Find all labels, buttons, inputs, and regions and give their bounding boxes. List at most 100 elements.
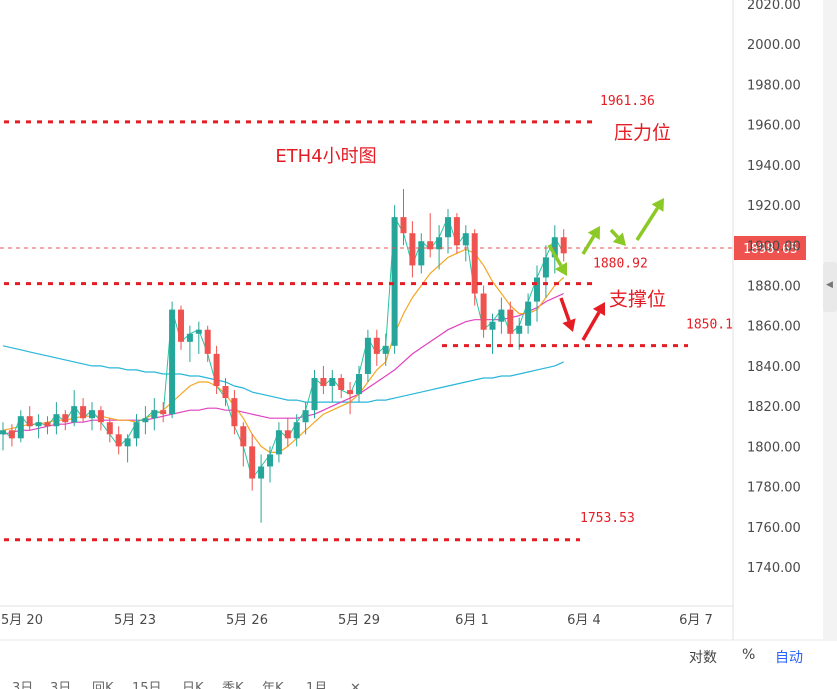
candle-body: [44, 422, 51, 427]
candle-body: [445, 217, 451, 238]
arrow-shaft: [581, 235, 596, 255]
price-tick-label: 1940.00: [747, 159, 801, 174]
price-tick-label: 2020.00: [747, 0, 801, 13]
arrow-shaft: [547, 244, 563, 267]
arrow-up-green-1: [581, 226, 600, 255]
arrow-up-red: [581, 302, 606, 341]
candle-body: [542, 257, 549, 278]
time-tick-label: 6月 4: [567, 613, 601, 628]
candle-body: [284, 430, 291, 439]
support2-value-label: 1850.1: [686, 318, 733, 333]
candle-body: [213, 353, 220, 387]
price-tick-label: 1840.00: [747, 360, 801, 375]
ma-fast-line: [2, 215, 565, 480]
resistance-value-label: 1961.36: [600, 94, 655, 109]
candle-body: [8, 430, 15, 439]
interval-tab[interactable]: 回K: [92, 681, 114, 689]
price-tick-label: 1860.00: [747, 320, 801, 335]
chevron-left-icon: ◀: [826, 280, 833, 290]
candle-body: [195, 329, 202, 334]
percent-scale-button[interactable]: %: [742, 647, 756, 663]
current-price-label: 1898.65: [743, 242, 798, 257]
arrow-down-red: [559, 297, 576, 332]
price-tick-label: 1740.00: [747, 561, 801, 576]
candle-body: [471, 233, 478, 294]
interval-tab[interactable]: 季K: [222, 681, 244, 689]
candle-body: [204, 329, 211, 354]
time-tick-label: 5月 26: [226, 613, 268, 628]
candle-body: [53, 414, 60, 427]
candle-body: [258, 466, 265, 479]
price-tick-label: 1900.00: [747, 239, 801, 254]
arrow-up-green-2: [635, 198, 664, 241]
interval-tab[interactable]: 15日: [132, 681, 162, 689]
candle-body: [391, 217, 398, 346]
arrow-down-green-2: [609, 228, 626, 246]
price-tick-label: 1780.00: [747, 481, 801, 496]
candle-body: [311, 377, 318, 411]
arrow-shaft: [609, 228, 620, 239]
candle-body: [462, 233, 469, 246]
candle-body: [329, 377, 336, 387]
candle-body: [62, 414, 69, 423]
candle-body: [409, 233, 416, 266]
candle-body: [115, 434, 122, 447]
candle-body: [453, 217, 460, 246]
candle-body: [151, 410, 158, 419]
time-tick-label: 5月 23: [114, 613, 156, 628]
arrow-head: [562, 318, 576, 332]
arrow-down-green-1: [547, 244, 568, 276]
candlesticks: [0, 188, 567, 523]
time-tick-label: 5月 29: [338, 613, 380, 628]
low-value-label: 1753.53: [580, 511, 635, 526]
candle-body: [489, 321, 496, 330]
candle-body: [507, 309, 514, 334]
candle-body: [80, 406, 87, 419]
interval-tab[interactable]: 1月: [306, 681, 328, 689]
price-tick-label: 2000.00: [747, 38, 801, 53]
candle-body: [26, 416, 33, 427]
interval-tab[interactable]: 3日: [12, 681, 34, 689]
arrow-head: [587, 226, 600, 240]
candle-body: [275, 430, 282, 455]
candle-body: [240, 426, 247, 447]
candle-body: [124, 438, 131, 447]
time-axis[interactable]: 5月 20 5月 23 5月 26 5月 29 6月 1 6月 4 6月 7: [1, 613, 713, 628]
arrow-head: [592, 302, 606, 316]
interval-tab[interactable]: 年K: [262, 681, 284, 689]
candle-body: [525, 301, 532, 326]
chart-toolbar: 对数 % 自动: [0, 640, 837, 689]
candle-body: [249, 446, 256, 479]
price-tick-label: 1820.00: [747, 400, 801, 415]
price-axis[interactable]: 2020.00 2000.00 1980.00 1960.00 1940.00 1920.…: [747, 0, 801, 576]
arrow-shaft: [559, 297, 571, 322]
candle-body: [97, 410, 104, 423]
current-price-badge: [734, 236, 806, 261]
price-tick-label: 1760.00: [747, 521, 801, 536]
support-value-label: 1880.92: [593, 257, 648, 272]
arrow-shaft: [635, 207, 659, 241]
candle-body: [267, 454, 273, 467]
candle-body: [89, 410, 95, 419]
axis-scroll-handle[interactable]: ◀: [823, 262, 837, 312]
interval-tab[interactable]: 3日: [50, 681, 72, 689]
candle-body: [142, 418, 149, 423]
close-icon[interactable]: ✕: [350, 681, 361, 689]
moving-averages: [2, 215, 565, 480]
interval-tab[interactable]: 日K: [182, 681, 204, 689]
ma-pink-line: [2, 292, 564, 435]
candle-body: [160, 410, 167, 415]
log-scale-button[interactable]: 对数: [689, 650, 717, 666]
annotations: 1898.65 1961.36 压力位 1880.92 支撑位 1850.1 1753.53…: [0, 94, 806, 542]
price-tick-label: 1960.00: [747, 119, 801, 134]
candle-body: [338, 377, 345, 391]
arrow-shaft: [581, 311, 601, 341]
time-tick-label: 5月 20: [1, 613, 43, 628]
time-tick-label: 6月 7: [679, 613, 713, 628]
auto-scale-button[interactable]: 自动: [775, 650, 803, 666]
ma-yellow-line: [2, 248, 565, 453]
time-tick-label: 6月 1: [455, 613, 489, 628]
candle-body: [356, 373, 362, 395]
candle-body: [106, 422, 113, 435]
